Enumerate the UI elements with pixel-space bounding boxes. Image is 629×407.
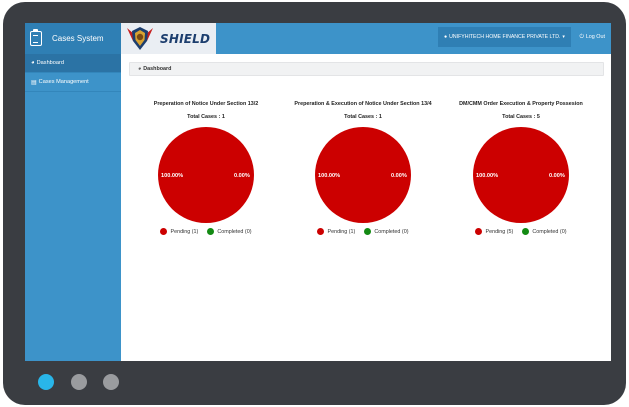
total-cases: Total Cases : 1 (344, 114, 382, 120)
sidebar-item-label: Cases Management (38, 79, 89, 85)
legend-swatch-pending (475, 228, 483, 235)
total-cases: Total Cases : 1 (187, 114, 225, 120)
main-content: ◕ Dashboard Preperation of Notice Under … (121, 54, 611, 361)
chart-card: Preperation & Execution of Notice Under … (283, 101, 443, 235)
pie-label-completed: 0.00% (234, 173, 250, 179)
legend-label-completed[interactable]: Completed (0) (532, 228, 567, 235)
power-icon: ⏻ (579, 33, 584, 40)
tablet-frame: Cases System ◕ Dashboard ▤ Cases Managem… (3, 2, 626, 405)
legend-swatch-completed (207, 228, 215, 235)
legend-label-pending[interactable]: Pending (5) (485, 228, 514, 235)
legend-label-pending[interactable]: Pending (1) (327, 228, 356, 235)
chart-title: DM/CMM Order Execution & Property Posses… (459, 101, 583, 107)
legend-label-completed[interactable]: Completed (0) (217, 228, 252, 235)
chart-title: Preperation of Notice Under Section 13/2 (153, 101, 259, 107)
chart-title: Preperation & Execution of Notice Under … (294, 101, 432, 107)
device-button[interactable] (103, 374, 119, 390)
chart-legend: Pending (1) Completed (0) (283, 228, 443, 235)
sidebar-item-label: Dashboard (36, 60, 64, 66)
logout-label: Log Out (585, 34, 605, 40)
user-icon: ● (444, 34, 448, 40)
shield-logo[interactable]: SHIELD (121, 23, 216, 54)
top-header: SHIELD ● UNIFYHITECH HOME FINANCE PRIVAT… (121, 23, 611, 54)
pie-label-pending: 100.00% (476, 173, 498, 179)
pie-label-pending: 100.00% (318, 173, 340, 179)
total-cases: Total Cases : 5 (502, 114, 540, 120)
legend-swatch-completed (522, 228, 530, 235)
chart-card: DM/CMM Order Execution & Property Posses… (441, 101, 601, 235)
logout-button[interactable]: ⏻ Log Out (580, 27, 605, 47)
pie-label-completed: 0.00% (549, 173, 565, 179)
pie-chart: 100.00% 0.00% (315, 127, 411, 223)
pie-slice-pending[interactable] (315, 127, 411, 223)
legend-swatch-pending (160, 228, 168, 235)
pie-chart: 100.00% 0.00% (158, 127, 254, 223)
dashboard-icon: ◕ (138, 66, 142, 72)
company-dropdown[interactable]: ● UNIFYHITECH HOME FINANCE PRIVATE LTD. … (438, 27, 571, 47)
sidebar: Cases System ◕ Dashboard ▤ Cases Managem… (25, 23, 121, 361)
legend-label-pending[interactable]: Pending (1) (170, 228, 199, 235)
pie-chart: 100.00% 0.00% (473, 127, 569, 223)
list-icon: ▤ (31, 79, 37, 86)
device-button[interactable] (71, 374, 87, 390)
pie-slice-pending[interactable] (473, 127, 569, 223)
sidebar-item-dashboard[interactable]: ◕ Dashboard (25, 54, 121, 73)
clipboard-icon (30, 29, 42, 46)
app-title: Cases System (52, 34, 104, 43)
dashboard-icon: ◕ (31, 60, 35, 66)
company-name: UNIFYHITECH HOME FINANCE PRIVATE LTD. (449, 34, 561, 40)
legend-swatch-pending (317, 228, 325, 235)
sidebar-item-cases-management[interactable]: ▤ Cases Management (25, 73, 121, 92)
brand[interactable]: Cases System (25, 23, 121, 54)
home-button[interactable] (38, 374, 54, 390)
pie-label-completed: 0.00% (391, 173, 407, 179)
screen: Cases System ◕ Dashboard ▤ Cases Managem… (25, 23, 611, 361)
caret-down-icon: ▾ (562, 34, 565, 40)
shield-emblem-icon (127, 27, 153, 50)
pie-label-pending: 100.00% (161, 173, 183, 179)
logo-text: SHIELD (160, 31, 211, 46)
chart-card: Preperation of Notice Under Section 13/2… (126, 101, 286, 235)
legend-swatch-completed (364, 228, 372, 235)
chart-legend: Pending (1) Completed (0) (126, 228, 286, 235)
chart-legend: Pending (5) Completed (0) (441, 228, 601, 235)
dashboard-panel-heading: ◕ Dashboard (129, 62, 604, 76)
page-title: Dashboard (143, 66, 172, 72)
legend-label-completed[interactable]: Completed (0) (374, 228, 409, 235)
pie-slice-pending[interactable] (158, 127, 254, 223)
